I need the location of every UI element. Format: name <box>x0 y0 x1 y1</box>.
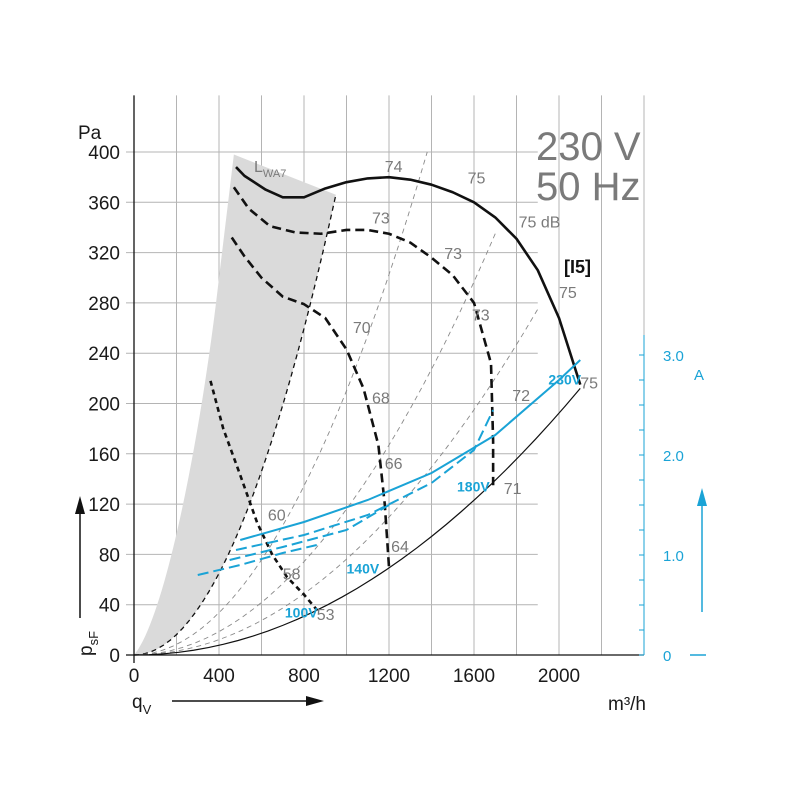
sound-level-label: 66 <box>385 456 403 473</box>
model-label: [I5] <box>564 257 591 277</box>
y-tick-label: 240 <box>88 344 120 365</box>
y2-axis-unit: A <box>694 367 704 384</box>
pressure-arrow <box>75 496 85 618</box>
y-axis-unit: Pa <box>78 123 102 144</box>
sound-level-label: 75 <box>468 170 486 187</box>
system-curve-max <box>133 388 581 656</box>
axes <box>126 95 706 663</box>
current-curve-180v <box>235 409 495 551</box>
labels: 0 400 800 1200 1600 2000 0 40 80 120 160 200 240 280 3… <box>88 143 684 687</box>
y-tick-label: 40 <box>99 596 120 617</box>
sound-level-label: 75 <box>580 375 598 392</box>
y-tick-label: 160 <box>88 445 120 466</box>
voltage-label: 180V <box>457 479 490 495</box>
sound-level-label: 60 <box>268 507 286 524</box>
current-curves <box>197 359 581 576</box>
fan-curve-140v <box>230 236 391 568</box>
sound-level-label: 73 <box>372 211 390 228</box>
x-tick-label: 400 <box>203 666 235 687</box>
y-tick-label: 400 <box>88 143 120 164</box>
sound-power-label: LWA7 <box>254 159 286 180</box>
y-tick-label: 360 <box>88 193 120 214</box>
y2-tick-label: 0 <box>663 648 671 665</box>
x-tick-label: 2000 <box>538 666 580 687</box>
sound-power-label-sub: WA7 <box>263 168 286 180</box>
flow-arrow <box>172 696 324 706</box>
x-axis-symbol-sub: V <box>143 702 152 717</box>
sound-level-label: 70 <box>353 320 371 337</box>
sound-power-label-main: L <box>254 159 263 176</box>
y-tick-label: 120 <box>88 495 120 516</box>
fan-curve-230v <box>235 166 582 386</box>
y-tick-label: 320 <box>88 244 120 265</box>
sound-level-label: 75 <box>559 285 577 302</box>
y-tick-label: 280 <box>88 294 120 315</box>
y-axis-symbol-sub: sF <box>86 631 101 646</box>
sound-level-label: 71 <box>504 481 522 498</box>
y2-tick-label: 3.0 <box>663 348 684 365</box>
sound-level-label: 74 <box>385 159 403 176</box>
x-axis-unit: m³/h <box>608 694 646 715</box>
sound-level-label: 72 <box>512 388 530 405</box>
voltage-label: 230V <box>548 372 581 388</box>
sound-level-label: 64 <box>391 539 409 556</box>
x-axis-symbol: qV <box>132 692 152 717</box>
sound-level-label: 73 <box>444 246 462 263</box>
current-curve-100v <box>197 544 317 576</box>
y-tick-label: 80 <box>99 545 120 566</box>
y-tick-label: 200 <box>88 395 120 416</box>
fan-curves <box>209 166 582 611</box>
x-axis-symbol-main: q <box>132 692 143 713</box>
y-axis-symbol: psF <box>76 631 101 656</box>
voltage-label: 140V <box>347 560 380 576</box>
voltage-label: 100V <box>285 604 318 620</box>
y2-tick-label: 1.0 <box>663 548 684 565</box>
sound-level-label: 68 <box>372 391 390 408</box>
sound-region-shade <box>133 154 337 656</box>
voltage-header: 230 V <box>536 125 641 169</box>
y2-tick-label: 2.0 <box>663 448 684 465</box>
current-curve-230v <box>239 359 581 541</box>
frequency-header: 50 Hz <box>536 165 641 209</box>
fan-curve-100v <box>209 380 318 611</box>
sound-level-label: 73 <box>472 308 490 325</box>
sound-level-label: 75 dB <box>519 214 561 231</box>
current-arrow <box>697 488 707 612</box>
sound-level-label: 58 <box>283 567 301 584</box>
x-tick-label: 800 <box>288 666 320 687</box>
y-tick-label: 0 <box>109 646 120 667</box>
y-axis-symbol-main: p <box>76 645 97 656</box>
x-tick-label: 1600 <box>453 666 495 687</box>
fan-curve-180v <box>232 186 495 486</box>
x-tick-label: 0 <box>129 666 140 687</box>
sound-region-boundary <box>133 194 337 656</box>
sound-level-label: 53 <box>317 607 335 624</box>
sound-region-fill <box>134 154 336 655</box>
x-tick-label: 1200 <box>368 666 410 687</box>
current-curve-140v <box>229 504 390 561</box>
